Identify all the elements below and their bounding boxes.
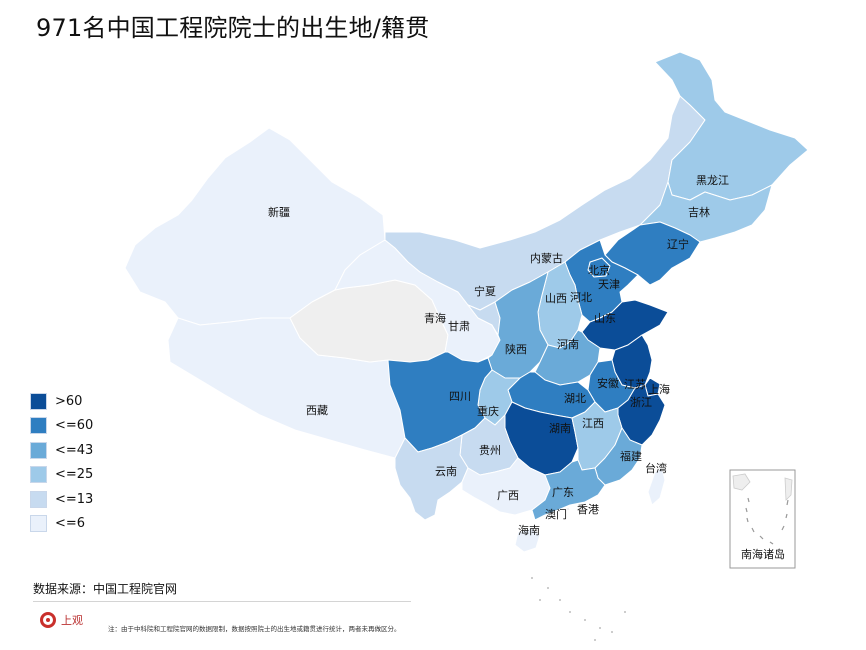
legend-item: <=6 — [30, 512, 93, 537]
region-taiwan — [647, 467, 666, 506]
label-jiangxi: 江西 — [582, 417, 604, 430]
label-shanxi: 山西 — [545, 292, 567, 305]
legend-item: <=43 — [30, 438, 93, 463]
region-hainan — [514, 527, 541, 553]
legend-item: <=25 — [30, 463, 93, 488]
legend-label: >60 — [55, 393, 83, 409]
legend-label: <=25 — [55, 467, 94, 483]
label-macau: 澳门 — [545, 507, 567, 521]
label-hubei: 湖北 — [564, 392, 586, 405]
logo-text: 上观 — [61, 614, 83, 627]
label-henan: 河南 — [557, 338, 579, 351]
label-sichuan: 四川 — [449, 390, 471, 403]
footer-divider — [33, 601, 411, 602]
legend-swatch — [30, 515, 47, 533]
label-anhui: 安徽 — [597, 376, 619, 390]
south-sea-island-dots — [531, 577, 626, 641]
label-tianjin: 天津 — [598, 278, 620, 291]
label-shandong: 山东 — [594, 312, 616, 325]
logo-icon — [40, 612, 56, 628]
label-hunan: 湖南 — [549, 422, 571, 435]
legend-label: <=6 — [55, 516, 86, 532]
region-fujian — [594, 427, 643, 486]
label-beijing: 北京 — [588, 263, 610, 277]
label-guangxi: 广西 — [497, 489, 519, 502]
label-shaanxi: 陕西 — [505, 342, 527, 356]
legend-swatch — [30, 466, 47, 484]
south-china-sea-inset: 南海诸岛 — [729, 469, 796, 569]
region-guangdong — [531, 459, 606, 521]
legend: >60 <=60 <=43 <=25 <=13 <=6 — [30, 389, 93, 536]
legend-label: <=43 — [55, 442, 94, 458]
region-yunnan — [394, 434, 469, 521]
label-qinghai: 青海 — [424, 311, 446, 325]
legend-item: <=13 — [30, 487, 93, 512]
legend-label: <=13 — [55, 491, 94, 507]
label-jiangsu: 江苏 — [624, 378, 646, 391]
label-hainan: 海南 — [518, 523, 540, 537]
page-title: 971名中国工程院院士的出生地/籍贯 — [36, 14, 430, 42]
label-guangdong: 广东 — [552, 486, 574, 499]
label-heilongjiang: 黑龙江 — [696, 174, 729, 187]
legend-item: >60 — [30, 389, 93, 414]
data-source: 数据来源：中国工程院官网 — [33, 582, 178, 596]
label-hongkong: 香港 — [577, 503, 599, 516]
legend-swatch — [30, 441, 47, 459]
label-zhejiang: 浙江 — [630, 396, 652, 409]
legend-swatch — [30, 392, 47, 410]
region-hongkong — [576, 504, 584, 511]
label-liaoning: 辽宁 — [667, 237, 689, 251]
label-guizhou: 贵州 — [479, 444, 501, 457]
label-jilin: 吉林 — [688, 205, 710, 219]
label-neimenggu: 内蒙古 — [530, 251, 563, 265]
label-chongqing: 重庆 — [477, 404, 499, 418]
label-fujian: 福建 — [620, 449, 642, 463]
label-gansu: 甘肃 — [448, 320, 470, 333]
footnote: 注：由于中科院和工程院官网的数据限制，数据按照院士的出生地或籍贯进行统计，两者未… — [108, 625, 401, 633]
legend-label: <=60 — [55, 418, 94, 434]
label-yunnan: 云南 — [435, 465, 457, 478]
label-xizang: 西藏 — [306, 404, 328, 417]
legend-swatch — [30, 490, 47, 508]
label-taiwan: 台湾 — [645, 461, 667, 475]
label-ningxia: 宁夏 — [474, 284, 496, 298]
label-hebei: 河北 — [570, 291, 592, 304]
legend-swatch — [30, 417, 47, 435]
label-xinjiang: 新疆 — [268, 205, 290, 219]
label-shanghai: 上海 — [648, 382, 670, 396]
region-macau — [565, 506, 571, 512]
legend-item: <=60 — [30, 414, 93, 439]
inset-label: 南海诸岛 — [741, 547, 785, 561]
publisher-logo: 上观 — [40, 612, 83, 628]
